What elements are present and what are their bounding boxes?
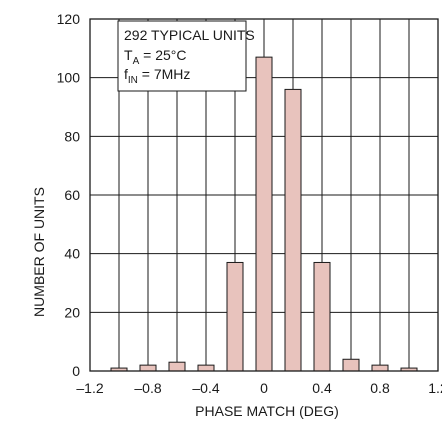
annotation-t-symbol: T — [124, 47, 133, 63]
annotation-f-subscript: IN — [128, 75, 138, 86]
histogram-bar — [197, 364, 215, 372]
y-tick-label: 120 — [57, 11, 81, 27]
histogram-bar — [313, 261, 331, 372]
x-tick-label: 0.8 — [370, 380, 390, 396]
plot-frame — [89, 18, 439, 372]
x-tick-label: 0 — [260, 380, 268, 396]
y-tick-label: 40 — [64, 246, 80, 262]
annotation-background — [117, 20, 247, 92]
annotation-f-symbol: f — [124, 66, 128, 82]
bars-group — [110, 56, 418, 372]
histogram-bar — [371, 364, 389, 372]
annotation-f-value: = 7MHz — [138, 66, 191, 82]
histogram-bar — [226, 261, 244, 372]
histogram-bar — [139, 364, 157, 372]
y-tick-label: 100 — [57, 70, 81, 86]
x-tick-label: 1.2 — [428, 380, 442, 396]
x-axis-ticks: –1.2 –0.8 –0.4 0 0.4 0.8 1.2 — [76, 380, 442, 396]
y-tick-label: 80 — [64, 128, 80, 144]
annotation-t-subscript: A — [133, 56, 140, 67]
x-tick-label: –0.8 — [134, 380, 161, 396]
y-tick-label: 0 — [72, 363, 80, 379]
annotation-line-3: fIN = 7MHz — [124, 66, 190, 86]
x-axis-title: PHASE MATCH (DEG) — [195, 403, 339, 419]
histogram-bar — [168, 361, 186, 372]
annotation-line-1: 292 TYPICAL UNITS — [124, 27, 255, 43]
x-tick-label: –0.4 — [192, 380, 219, 396]
annotation-t-value: = 25°C — [139, 47, 186, 63]
y-axis-title: NUMBER OF UNITS — [31, 187, 47, 317]
annotation-line-2: TA = 25°C — [124, 47, 186, 67]
histogram-bar — [284, 88, 302, 372]
y-tick-label: 20 — [64, 304, 80, 320]
y-axis-ticks: 0 20 40 60 80 100 120 — [57, 11, 81, 379]
annotation-box: 292 TYPICAL UNITS TA = 25°C fIN = 7MHz — [117, 20, 255, 92]
y-tick-label: 60 — [64, 187, 80, 203]
histogram-bar — [342, 358, 360, 372]
x-tick-label: –1.2 — [76, 380, 103, 396]
histogram-bar — [255, 56, 273, 372]
x-tick-label: 0.4 — [312, 380, 332, 396]
